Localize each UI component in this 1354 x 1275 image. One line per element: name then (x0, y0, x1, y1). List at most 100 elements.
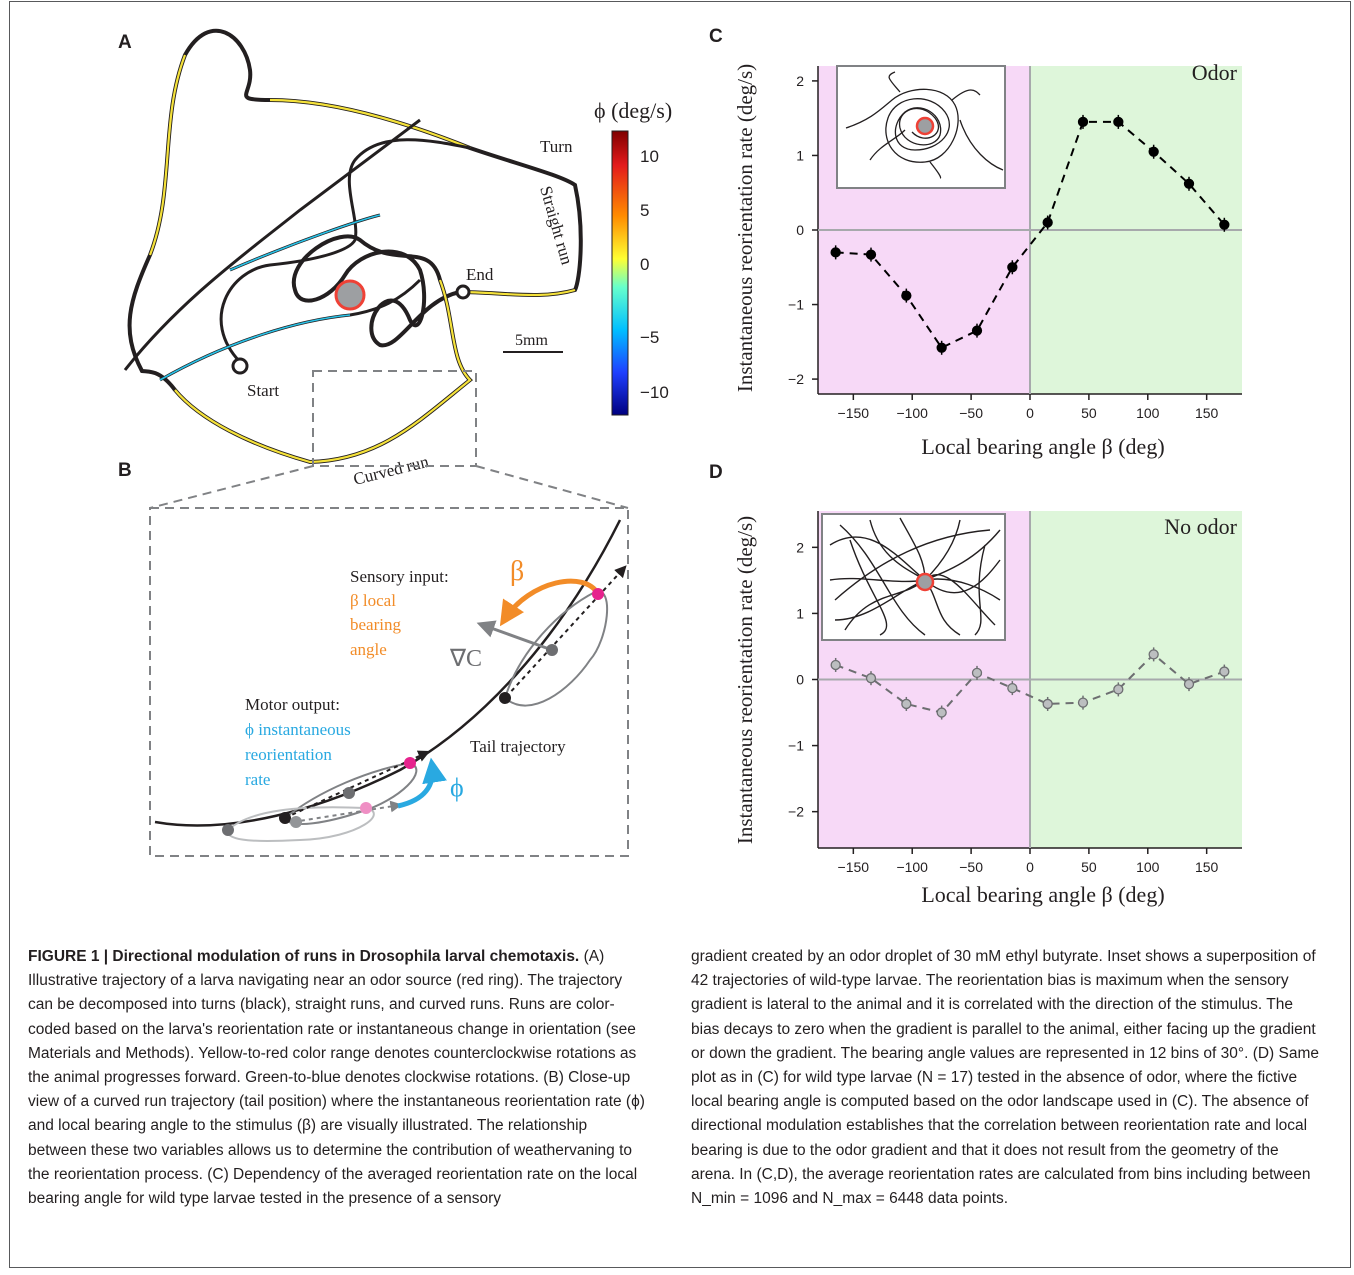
zoom-line-left (149, 465, 314, 509)
mid-point-middle (343, 787, 355, 799)
label-curved-run: Curved run (351, 452, 431, 489)
label-end: End (466, 265, 494, 284)
chart-d-data-point (865, 673, 877, 684)
motor-line-1: ϕ instantaneous (245, 720, 351, 739)
panel-label-c: C (709, 26, 723, 47)
zoom-box (312, 370, 477, 467)
chart-c-xtick-label: 0 (1026, 405, 1034, 421)
chart-d-inset-odor (915, 572, 935, 592)
sensory-line-2: bearing (350, 615, 401, 634)
chart-d-ytick-label: −1 (788, 738, 804, 754)
chart-c-xtick-label: 150 (1195, 405, 1219, 421)
motor-output-title: Motor output: (245, 695, 340, 714)
head-point-front (592, 588, 604, 600)
panel-a-trajectory: 10 5 0 −5 −10 ϕ (deg/s) Turn Straight run En… (123, 28, 672, 509)
tail-point-front (499, 692, 511, 704)
heading-arrow-back (292, 800, 403, 823)
chart-d-data-point (1042, 698, 1053, 710)
chart-d-series-line (835, 653, 1225, 714)
chart-c-data-point (1007, 262, 1018, 273)
tail-point-middle (279, 812, 291, 824)
panel-b-schematic: Sensory input: β local bearing angle β ∇… (149, 507, 629, 857)
phi-symbol: ϕ (450, 773, 464, 802)
trajectory-path-overlay (148, 54, 576, 464)
chart-c-ytick-label: 2 (796, 73, 804, 89)
chart-c-xtick-label: −150 (838, 405, 870, 421)
motor-line-2: reorientation (245, 745, 332, 764)
tail-trajectory-label: Tail trajectory (470, 737, 566, 756)
larva-outline-front (503, 590, 609, 707)
chart-d-ytick-label: 0 (796, 672, 804, 688)
chart-d: −150 −100 −50 0 50 100 150 −2 −1 0 1 2 No odor Loca… (733, 511, 1242, 907)
label-start: Start (247, 381, 279, 400)
chart-d-condition-label: No odor (1164, 514, 1237, 539)
chart-d-xtick-label: 50 (1081, 859, 1097, 875)
chart-c-data-point (1042, 217, 1053, 228)
chart-c-ytick-label: −1 (788, 297, 804, 313)
chart-c-data-point (865, 249, 877, 260)
chart-d-xtick-label: 0 (1026, 859, 1034, 875)
chart-c-xlabel: Local bearing angle β (deg) (921, 434, 1164, 459)
trajectory-path-inner (123, 118, 471, 382)
chart-d-inset (821, 513, 1006, 641)
chart-d-ytick-label: 2 (796, 539, 804, 555)
tail-point-back (222, 824, 234, 836)
chart-c-ytick-label: 0 (796, 222, 804, 238)
zoom-line-right (475, 465, 629, 509)
chart-c-condition-label: Odor (1192, 60, 1238, 85)
chart-c-xtick-label: 50 (1081, 405, 1097, 421)
chart-d-ylabel: Instantaneous reorientation rate (deg/s) (733, 516, 757, 844)
label-straight-run: Straight run (536, 184, 577, 267)
start-marker (231, 357, 249, 375)
colorbar-tick-label: −5 (640, 328, 659, 347)
chart-d-data-point (971, 667, 983, 679)
chart-c-ytick-label: 1 (796, 147, 804, 163)
chart-d-data-point (830, 659, 841, 671)
chart-c-data-point (1219, 219, 1230, 230)
chart-c-xtick-label: −100 (896, 405, 928, 421)
label-turn: Turn (540, 137, 573, 156)
chart-c-data-point (901, 290, 912, 301)
heading-arrow-front (505, 565, 627, 698)
chart-d-data-point (1077, 697, 1089, 708)
chart-c-data-point (1183, 178, 1195, 189)
motor-line-3: rate (245, 770, 270, 789)
chart-c-xtick-label: −50 (959, 405, 983, 421)
chart-c-ytick-label: −2 (788, 371, 804, 387)
chart-d-data-point (901, 698, 912, 710)
panel-label-b: B (118, 460, 132, 481)
colorbar-tick-label: 5 (640, 201, 649, 220)
chart-d-xtick-label: 100 (1136, 859, 1160, 875)
chart-d-data-point (1148, 649, 1159, 660)
head-point-middle (404, 757, 416, 769)
chart-c-data-point (936, 342, 947, 353)
end-marker (455, 284, 471, 300)
caption-right-column: gradient created by an odor droplet of 3… (691, 945, 1321, 1211)
chart-d-xtick-label: −50 (959, 859, 983, 875)
chart-d-ytick-label: −2 (788, 804, 804, 820)
chart-d-xtick-label: −100 (896, 859, 928, 875)
larva-outline-back (226, 806, 375, 842)
tail-trajectory-line (154, 519, 622, 827)
chart-c-xtick-label: 100 (1136, 405, 1160, 421)
chart-c: −150 −100 −50 0 50 100 150 −2 −1 0 1 2 Odor Local b… (733, 60, 1242, 459)
zoom-panel (149, 507, 629, 857)
sensory-line-3: angle (350, 640, 387, 659)
colorbar (611, 130, 629, 416)
phi-arc (397, 757, 447, 809)
chart-d-xlabel: Local bearing angle β (deg) (921, 882, 1164, 907)
chart-c-data-point (1077, 116, 1089, 128)
trajectory-path-outer (127, 28, 583, 465)
mid-point-back (290, 816, 302, 828)
chart-c-data-point (1148, 146, 1159, 157)
label-scale: 5mm (515, 332, 548, 349)
chart-c-ylabel: Instantaneous reorientation rate (deg/s) (733, 64, 757, 392)
beta-symbol: β (510, 556, 524, 587)
chart-c-inset-tangle (845, 71, 1004, 179)
gradient-symbol: ∇C (449, 646, 482, 672)
figure-frame (9, 1, 1351, 1268)
colorbar-title: ϕ (deg/s) (594, 98, 672, 123)
trajectory-path-inner-overlay (159, 214, 381, 381)
head-point-back (360, 802, 372, 814)
